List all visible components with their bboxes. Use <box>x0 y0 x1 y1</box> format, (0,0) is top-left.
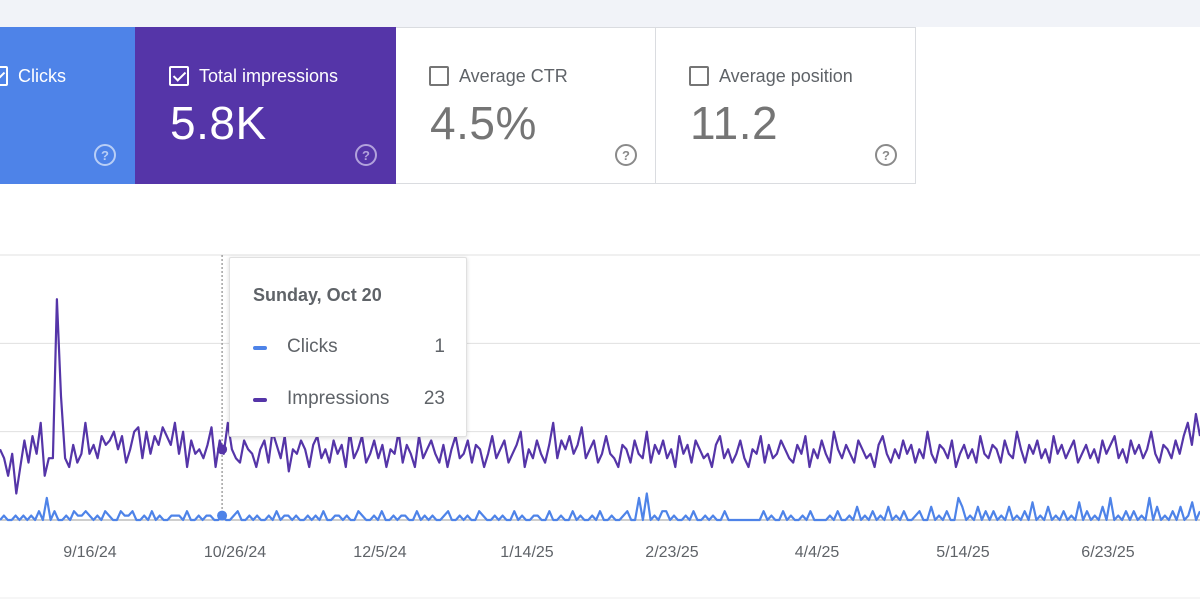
chart-tooltip: Sunday, Oct 20 Clicks 1 Impressions 23 <box>229 257 467 437</box>
hover-point-clicks <box>217 510 228 521</box>
help-icon-glyph: ? <box>622 147 630 163</box>
x-tick-label: 6/23/25 <box>1081 544 1134 561</box>
ctr-label-text: Average CTR <box>459 65 568 86</box>
help-icon[interactable]: ? <box>615 144 637 166</box>
clicks-label-text: Clicks <box>18 65 66 86</box>
x-tick-label: 1/14/25 <box>500 544 553 561</box>
clicks-checkbox[interactable] <box>0 66 8 86</box>
impressions-label: Total impressions <box>169 64 338 88</box>
hover-point-impressions <box>217 444 228 455</box>
position-value: 11.2 <box>690 97 779 149</box>
tooltip-row-clicks: Clicks 1 <box>253 336 445 360</box>
position-metric-card[interactable]: Average position 11.2 ? <box>656 27 916 184</box>
x-tick-label: 2/23/25 <box>645 544 698 561</box>
position-label-text: Average position <box>719 65 853 86</box>
tooltip-clicks-label: Clicks <box>287 336 338 357</box>
tooltip-row-impressions: Impressions 23 <box>253 388 445 412</box>
position-label: Average position <box>689 64 853 88</box>
clicks-label: Clicks <box>0 64 66 88</box>
clicks-legend-swatch <box>253 346 267 350</box>
ctr-metric-card[interactable]: Average CTR 4.5% ? <box>396 27 656 184</box>
impressions-label-text: Total impressions <box>199 65 339 86</box>
help-icon[interactable]: ? <box>875 144 897 166</box>
chart-series <box>0 298 1200 522</box>
clicks-metric-card[interactable]: Clicks ? <box>0 27 135 184</box>
performance-chart[interactable]: 9/16/24 10/26/24 12/5/24 1/14/25 2/23/25 4/4/… <box>0 240 1200 600</box>
impressions-legend-swatch <box>253 398 267 402</box>
ctr-value: 4.5% <box>430 97 537 149</box>
series-line-impressions <box>0 298 1200 495</box>
impressions-metric-card[interactable]: Total impressions 5.8K ? <box>135 27 396 184</box>
x-tick-label: 5/14/25 <box>936 544 989 561</box>
tooltip-impressions-value: 23 <box>423 388 445 409</box>
help-icon-glyph: ? <box>362 147 370 163</box>
help-icon[interactable]: ? <box>355 144 377 166</box>
x-axis-ticks: 9/16/24 10/26/24 12/5/24 1/14/25 2/23/25 4/4/… <box>63 544 1134 561</box>
x-tick-label: 9/16/24 <box>63 544 116 561</box>
help-icon[interactable]: ? <box>94 144 116 166</box>
help-icon-glyph: ? <box>882 147 890 163</box>
help-icon-glyph: ? <box>101 147 109 163</box>
x-tick-label: 12/5/24 <box>353 544 406 561</box>
x-tick-label: 10/26/24 <box>204 544 266 561</box>
series-line-clicks <box>0 492 1200 522</box>
impressions-checkbox[interactable] <box>169 66 189 86</box>
top-bar <box>0 0 1200 27</box>
x-tick-label: 4/4/25 <box>795 544 840 561</box>
ctr-label: Average CTR <box>429 64 568 88</box>
chart-grid <box>0 254 1200 599</box>
tooltip-impressions-label: Impressions <box>287 388 390 409</box>
tooltip-clicks-value: 1 <box>434 336 445 357</box>
impressions-value: 5.8K <box>170 97 267 149</box>
tooltip-date: Sunday, Oct 20 <box>253 285 382 305</box>
position-checkbox[interactable] <box>689 66 709 86</box>
ctr-checkbox[interactable] <box>429 66 449 86</box>
